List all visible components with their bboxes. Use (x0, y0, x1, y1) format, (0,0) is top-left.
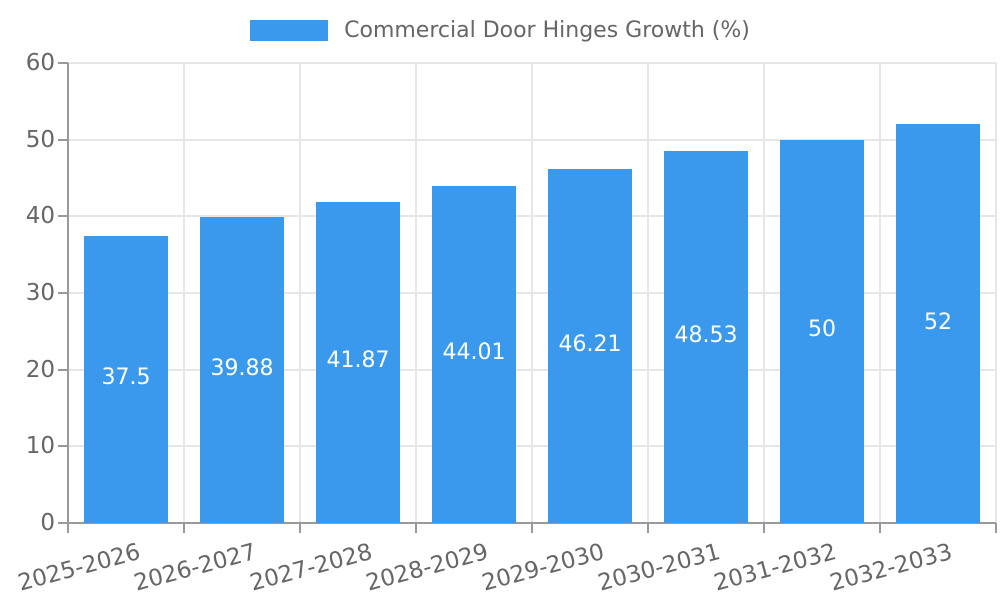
x-gridline (415, 63, 417, 523)
y-axis-tick-label: 40 (25, 203, 55, 230)
x-gridline (763, 63, 765, 523)
y-axis-tick (58, 292, 68, 294)
y-axis-line (67, 63, 69, 523)
x-axis-tick (995, 523, 997, 533)
x-axis-category-label: 2030-2031 (594, 539, 723, 597)
x-gridline (647, 63, 649, 523)
bar[interactable] (896, 124, 980, 523)
x-axis-tick (299, 523, 301, 533)
x-gridline (879, 63, 881, 523)
y-axis-tick-label: 0 (40, 510, 55, 536)
y-axis-tick-label: 50 (25, 126, 55, 153)
bar[interactable] (316, 201, 400, 523)
x-gridline (531, 63, 533, 523)
x-axis-category-label: 2027-2028 (246, 539, 375, 597)
x-gridline (299, 63, 301, 523)
bar[interactable] (200, 217, 284, 523)
legend-item[interactable]: Commercial Door Hinges Growth (%) (250, 18, 750, 43)
y-axis-tick (58, 445, 68, 448)
bar[interactable] (432, 185, 516, 523)
legend: Commercial Door Hinges Growth (%) (0, 18, 1000, 43)
x-axis-tick (879, 523, 881, 533)
x-axis-category-label: 2031-2032 (710, 539, 839, 597)
y-axis-tick (58, 138, 68, 141)
x-axis-category-label: 2032-2033 (826, 539, 955, 597)
x-axis-category-label: 2029-2030 (478, 539, 607, 597)
x-axis-tick (415, 523, 417, 533)
y-axis-tick (58, 368, 68, 371)
x-axis-tick (647, 523, 649, 533)
bar[interactable] (664, 150, 748, 523)
x-axis-category-label: 2026-2027 (130, 539, 259, 597)
x-gridline (183, 63, 185, 523)
x-axis-tick (531, 523, 533, 533)
x-axis-category-label: 2025-2026 (14, 539, 143, 597)
y-axis-tick (58, 215, 68, 218)
x-gridline (995, 63, 997, 523)
y-axis-tick-label: 60 (25, 50, 55, 76)
x-axis-category-label: 2028-2029 (362, 539, 491, 597)
x-axis-tick (763, 523, 765, 533)
bar[interactable] (780, 139, 864, 523)
legend-swatch-icon (250, 20, 329, 41)
x-axis-tick (183, 523, 185, 533)
x-axis-tick (67, 523, 69, 533)
y-axis-tick-label: 10 (25, 433, 55, 460)
y-axis-tick (58, 522, 68, 524)
bar[interactable] (84, 235, 168, 523)
y-axis-tick-label: 20 (25, 356, 55, 383)
bar[interactable] (548, 168, 632, 523)
y-axis-tick-label: 30 (25, 280, 55, 306)
x-axis-line (68, 522, 996, 524)
legend-label: Commercial Door Hinges Growth (%) (344, 18, 750, 43)
y-axis-tick (58, 62, 68, 64)
